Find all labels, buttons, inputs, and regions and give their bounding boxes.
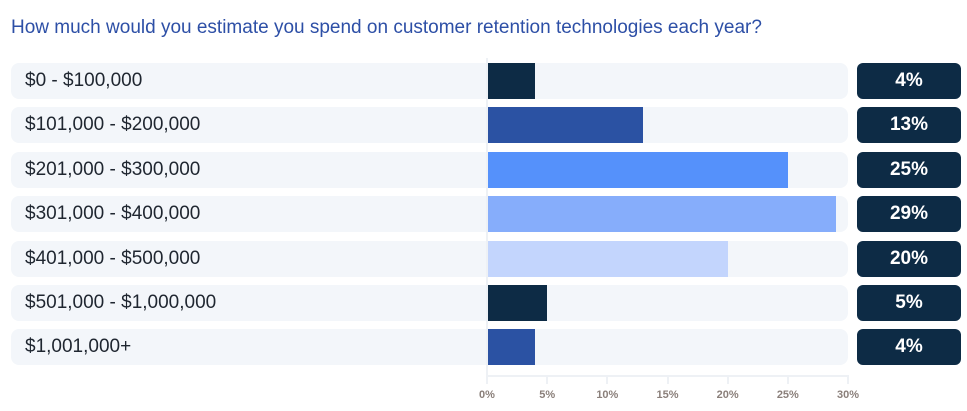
x-tick-label: 30% [836, 389, 860, 401]
bar [487, 107, 644, 144]
category-label: $1,001,000+ [25, 336, 132, 358]
x-tick [847, 376, 849, 384]
data-label: 29% [857, 196, 961, 233]
category-label: $0 - $100,000 [25, 70, 143, 91]
data-label: 25% [857, 151, 961, 188]
x-tick-label: 5% [539, 389, 556, 401]
row-background [11, 285, 848, 321]
category-label: $301,000 - $400,000 [25, 203, 201, 225]
x-tick [726, 376, 729, 384]
data-label: 20% [857, 240, 961, 277]
y-axis-line [486, 58, 488, 378]
row-background [11, 107, 848, 144]
x-tick-label: 10% [596, 389, 619, 401]
x-tick-label: 0% [479, 389, 495, 401]
row-background [11, 63, 848, 99]
x-tick [546, 376, 549, 384]
category-label: $501,000 - $1,000,000 [25, 292, 217, 313]
x-tick [606, 376, 609, 384]
bar [487, 63, 536, 99]
x-tick-label: 25% [776, 389, 799, 401]
x-tick-label: 15% [656, 389, 679, 401]
chart-title: How much would you estimate you spend on… [11, 17, 762, 38]
bar [487, 285, 548, 321]
row-background [11, 329, 848, 366]
x-tick [666, 376, 669, 384]
bar [487, 196, 836, 233]
x-tick-label: 20% [716, 389, 739, 401]
bar [487, 240, 728, 277]
data-label: 4% [857, 63, 961, 99]
data-label: 13% [857, 107, 961, 144]
data-label: 5% [857, 285, 961, 321]
x-tick [786, 376, 789, 384]
bar [487, 151, 788, 188]
x-tick [486, 376, 488, 384]
category-label: $401,000 - $500,000 [25, 247, 201, 269]
bar [487, 329, 536, 366]
data-label: 4% [857, 329, 961, 366]
category-label: $101,000 - $200,000 [25, 114, 201, 136]
category-label: $201,000 - $300,000 [25, 158, 201, 180]
x-axis-line [487, 375, 849, 377]
